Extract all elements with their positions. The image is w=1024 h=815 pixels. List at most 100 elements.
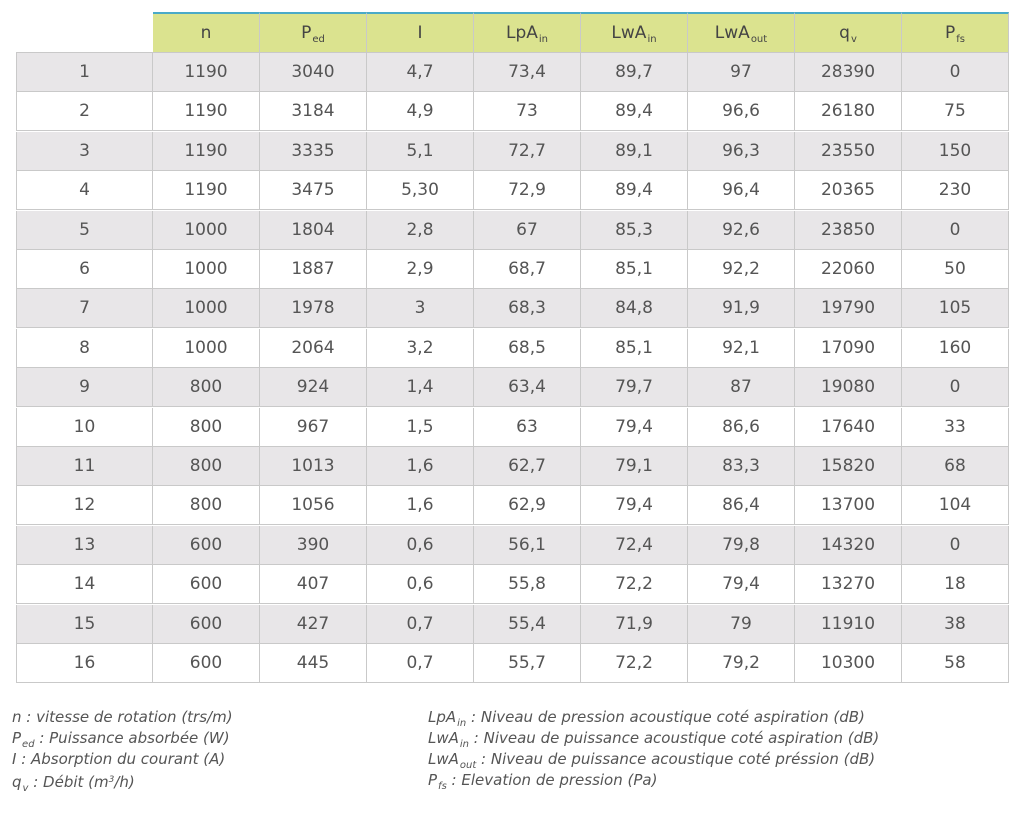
- table-cell: 72,9: [474, 171, 581, 210]
- column-header-subscript: fs: [956, 34, 965, 45]
- column-header-symbol: LpA: [505, 23, 538, 43]
- table-cell: 68,3: [474, 289, 581, 328]
- row-index-cell: 13: [16, 525, 153, 564]
- table-cell: 3040: [260, 53, 367, 91]
- legend-item: Pfs : Elevation de pression (Pa): [428, 770, 879, 792]
- table-cell: 19080: [795, 368, 902, 407]
- table-cell: 4,7: [367, 53, 474, 91]
- table-cell: 600: [153, 644, 260, 682]
- table-cell: 2,8: [367, 210, 474, 249]
- table-cell: 1,6: [367, 447, 474, 485]
- table-cell: 79,8: [688, 525, 795, 564]
- legend-right: LpAin : Niveau de pression acoustique co…: [428, 707, 880, 792]
- table-cell: 1056: [260, 486, 367, 525]
- table-cell: 4,9: [367, 92, 474, 131]
- legend-text-tail: /h): [114, 773, 135, 791]
- table-cell: 86,6: [688, 407, 795, 446]
- legend-symbol: q: [12, 773, 22, 791]
- row-index-cell: 12: [16, 486, 153, 525]
- legend-text: : Absorption du courant (A): [16, 750, 226, 768]
- table-cell: 92,2: [688, 250, 795, 288]
- table-cell: 1978: [260, 289, 367, 328]
- column-header-label: LwAin: [581, 23, 687, 45]
- table-cell: 20365: [795, 171, 902, 210]
- column-header-label: n: [153, 23, 259, 43]
- table-cell: 800: [153, 447, 260, 485]
- table-cell: 407: [260, 565, 367, 604]
- table-cell: 92,6: [688, 210, 795, 249]
- legend-item: I : Absorption du courant (A): [12, 749, 233, 770]
- table-cell: 600: [153, 525, 260, 564]
- column-header-symbol: I: [417, 23, 423, 43]
- table-cell: 600: [153, 565, 260, 604]
- row-index-cell: 15: [16, 604, 153, 643]
- table-cell: 0: [902, 525, 1009, 564]
- legend-item: n : vitesse de rotation (trs/m): [12, 707, 233, 728]
- column-header-label: Ped: [260, 23, 366, 45]
- column-header-label: I: [367, 23, 473, 43]
- column-header: LwAin: [581, 12, 688, 52]
- table-cell: 600: [153, 604, 260, 643]
- table-cell: 967: [260, 407, 367, 446]
- table-cell: 10300: [795, 644, 902, 682]
- column-header: I: [367, 12, 474, 52]
- column-header-symbol: q: [839, 23, 850, 43]
- table-cell: 72,7: [474, 131, 581, 170]
- table-cell: 62,7: [474, 447, 581, 485]
- table-cell: 5,1: [367, 131, 474, 170]
- table-row: 9 800 924 1,4 63,4 79,7 87 19080 0: [16, 368, 1009, 408]
- row-index-cell: 5: [16, 210, 153, 249]
- column-header-symbol: P: [945, 23, 956, 43]
- table-cell: 56,1: [474, 525, 581, 564]
- column-header-subscript: ed: [312, 34, 325, 45]
- table-row: 12 800 1056 1,6 62,9 79,4 86,4 13700 104: [16, 486, 1009, 526]
- table-cell: 91,9: [688, 289, 795, 328]
- table-cell: 1,4: [367, 368, 474, 407]
- table-cell: 79,7: [581, 368, 688, 407]
- table-cell: 3184: [260, 92, 367, 131]
- table-cell: 3475: [260, 171, 367, 210]
- table-cell: 11910: [795, 604, 902, 643]
- table-cell: 19790: [795, 289, 902, 328]
- table-cell: 0,7: [367, 644, 474, 682]
- table-cell: 0: [902, 368, 1009, 407]
- column-header-label: LpAin: [474, 23, 580, 45]
- row-index-cell: 8: [16, 328, 153, 367]
- column-header-label: LwAout: [688, 23, 794, 45]
- legend-symbol: I: [12, 750, 17, 768]
- table-cell: 924: [260, 368, 367, 407]
- table-cell: 1000: [153, 289, 260, 328]
- row-index-cell: 3: [16, 131, 153, 170]
- legend-subscript: ed: [22, 739, 35, 750]
- table-cell: 23550: [795, 131, 902, 170]
- legend-text: : Niveau de puissance acoustique coté as…: [469, 729, 880, 747]
- column-header-symbol: LwA: [714, 23, 750, 43]
- legend-text: : vitesse de rotation (trs/m): [21, 708, 233, 726]
- table-cell: 0: [902, 53, 1009, 91]
- table-cell: 72,4: [581, 525, 688, 564]
- legend-item: LpAin : Niveau de pression acoustique co…: [428, 707, 879, 729]
- table-cell: 17640: [795, 407, 902, 446]
- table-cell: 1000: [153, 250, 260, 288]
- table-cell: 1000: [153, 328, 260, 367]
- table-cell: 79,4: [688, 565, 795, 604]
- table-row: 6 1000 1887 2,9 68,7 85,1 92,2 22060 50: [16, 250, 1009, 289]
- table-cell: 89,4: [581, 92, 688, 131]
- legend-symbol: LwA: [428, 750, 459, 768]
- row-index-cell: 2: [16, 92, 153, 131]
- table-cell: 2064: [260, 328, 367, 367]
- table-row: 8 1000 2064 3,2 68,5 85,1 92,1 17090 160: [16, 328, 1009, 368]
- row-index-cell: 1: [16, 53, 153, 91]
- row-index-cell: 14: [16, 565, 153, 604]
- table-cell: 5,30: [367, 171, 474, 210]
- table-cell: 23850: [795, 210, 902, 249]
- table-cell: 58: [902, 644, 1009, 682]
- table-cell: 86,4: [688, 486, 795, 525]
- table-cell: 63,4: [474, 368, 581, 407]
- table-cell: 13700: [795, 486, 902, 525]
- table-row: 7 1000 1978 3 68,3 84,8 91,9 19790 105: [16, 289, 1009, 329]
- legend-item: LwAin : Niveau de puissance acoustique c…: [428, 728, 880, 750]
- table-cell: 85,3: [581, 210, 688, 249]
- table-top-border: [16, 52, 1009, 53]
- table-cell: 79,2: [688, 644, 795, 682]
